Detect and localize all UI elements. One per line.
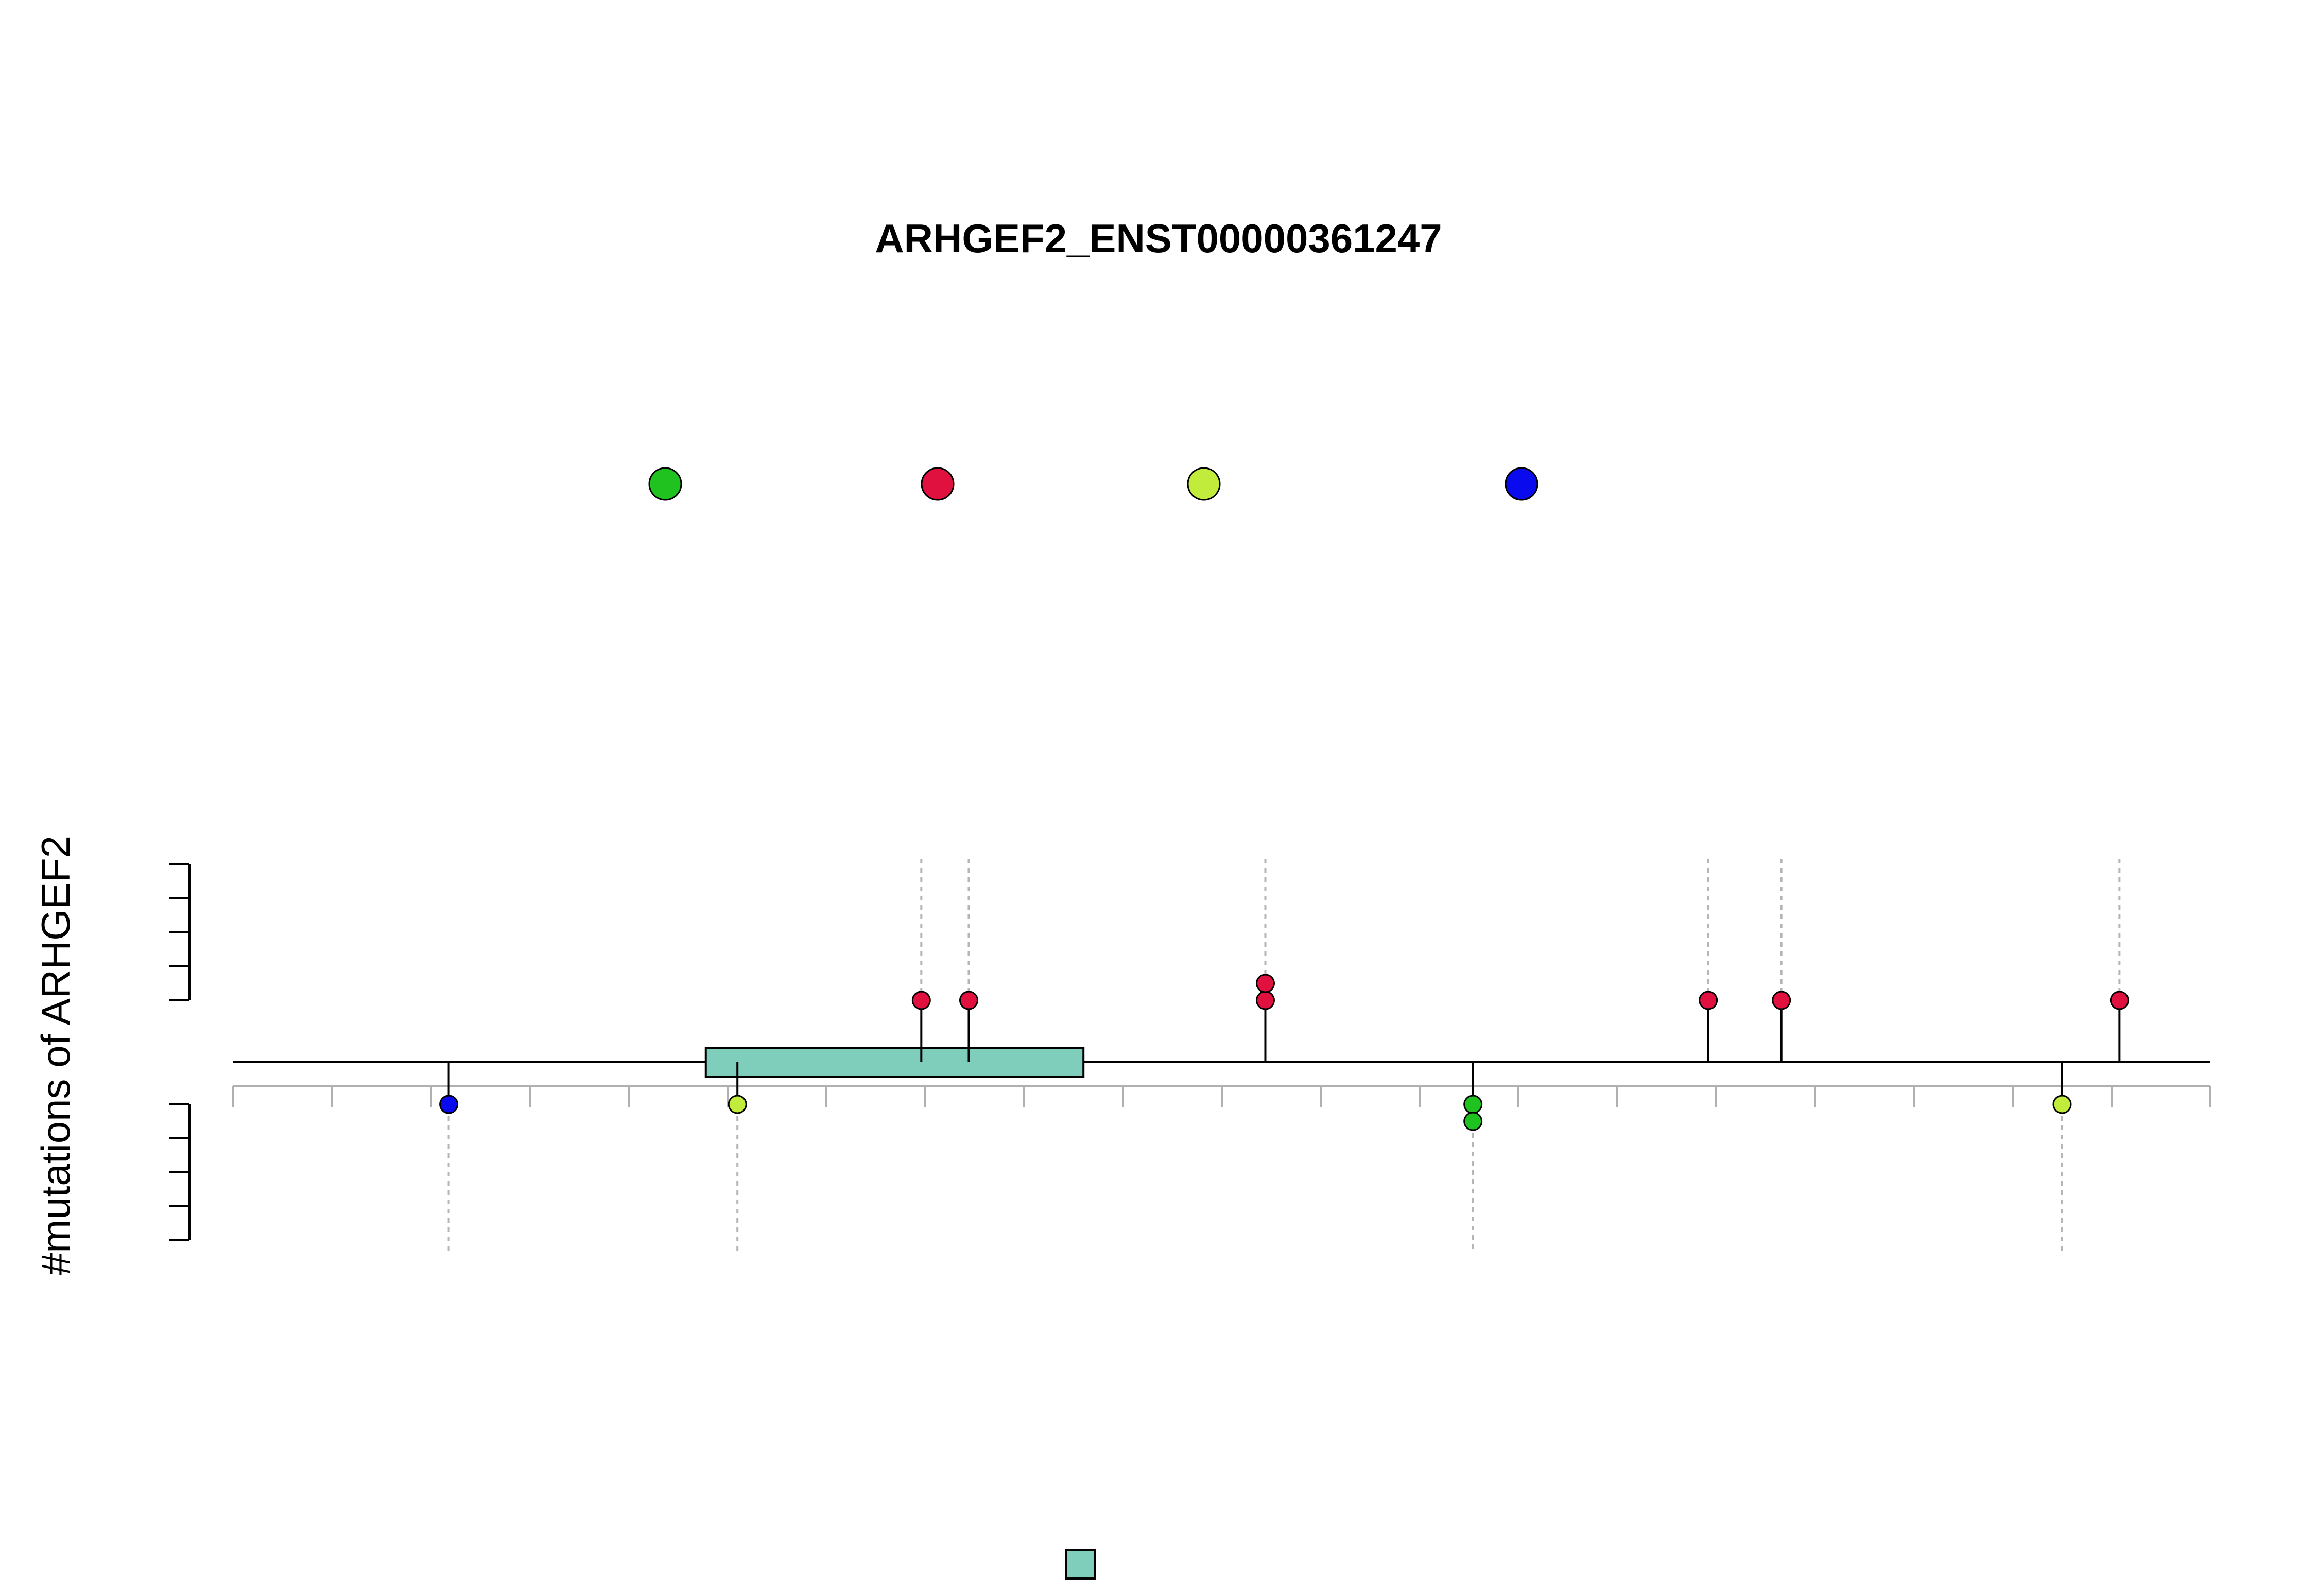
mutation-point-frameshift	[1463, 1112, 1483, 1131]
mutation-point-missense	[911, 991, 931, 1010]
mutation-point-missense	[1772, 991, 1791, 1010]
mutation-point-stop_gained	[728, 1095, 747, 1114]
mutation-point-missense	[1699, 991, 1718, 1010]
y-axis-label: #mutations of ARHGEF2	[33, 836, 78, 1275]
mutation-point-missense	[1255, 991, 1275, 1010]
legend-swatch-missense	[921, 467, 955, 501]
legend-swatch-frameshift	[648, 467, 682, 501]
legend-swatch-stop_gained	[1187, 467, 1221, 501]
domain-legend	[1065, 1549, 1096, 1580]
mutation-point-missense	[2109, 991, 2129, 1010]
chart-title: ARHGEF2_ENST00000361247	[875, 216, 1442, 261]
legend-swatch-synonymous	[1505, 467, 1538, 501]
domain-legend-swatch	[1065, 1549, 1096, 1580]
mutation-point-synonymous	[439, 1095, 459, 1114]
domain-RhoGEF	[704, 1047, 1085, 1078]
mutation-point-missense	[959, 991, 978, 1010]
mutation-point-frameshift	[1463, 1095, 1483, 1114]
plot-area	[169, 859, 2211, 1254]
mutation-point-missense	[1255, 974, 1275, 993]
mutation-type-legend	[648, 467, 1538, 501]
mutation-point-stop_gained	[2052, 1095, 2072, 1114]
